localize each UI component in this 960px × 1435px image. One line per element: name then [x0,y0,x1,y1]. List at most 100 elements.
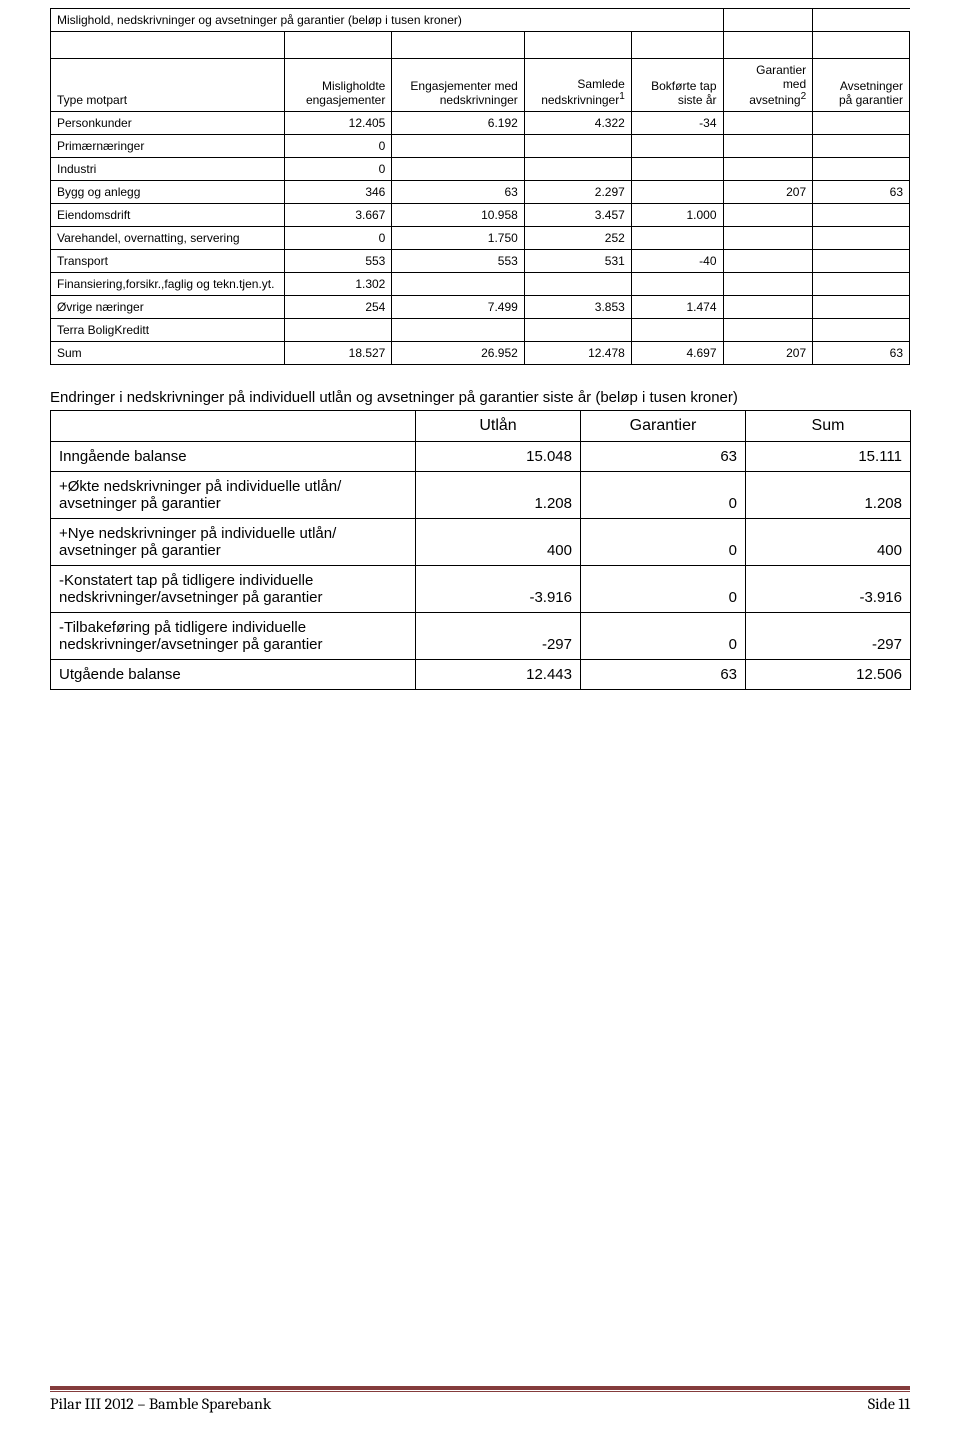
cell [524,135,631,158]
table1-title-row: Mislighold, nedskrivninger og avsetninge… [51,9,910,32]
cell: 254 [285,296,392,319]
col-misligholdte: Misligholdte engasjementer [285,59,392,112]
table-row: Terra BoligKreditt [51,319,910,342]
col-garantier: Garantier med avsetning2 [723,59,813,112]
cell [723,135,813,158]
cell: 12.478 [524,342,631,365]
cell: -297 [416,613,581,660]
cell: 26.952 [392,342,524,365]
row-label: Transport [51,250,285,273]
cell: 553 [285,250,392,273]
cell [524,158,631,181]
cell: 0 [581,519,746,566]
cell [723,112,813,135]
cell [723,273,813,296]
table-row: Transport553553531-40 [51,250,910,273]
cell [392,158,524,181]
t2-h-sum: Sum [746,411,911,442]
cell: 0 [581,566,746,613]
cell: 0 [285,227,392,250]
cell: 1.302 [285,273,392,296]
row-label: Personkunder [51,112,285,135]
row-label: +Økte nedskrivninger på individuelle utl… [51,472,416,519]
cell: 63 [581,660,746,690]
cell [813,273,910,296]
cell [524,273,631,296]
cell: 3.457 [524,204,631,227]
col-samlede: Samlede nedskrivninger1 [524,59,631,112]
cell: -40 [631,250,723,273]
cell: -34 [631,112,723,135]
cell [392,273,524,296]
table-row: -Tilbakeføring på tidligere individuelle… [51,613,911,660]
cell: -297 [746,613,911,660]
cell: 4.697 [631,342,723,365]
cell [285,319,392,342]
cell: 12.506 [746,660,911,690]
page-footer: Pilar III 2012 – Bamble Sparebank Side 1… [50,1386,910,1413]
table1-sum-row: Sum18.52726.95212.4784.69720763 [51,342,910,365]
cell: 7.499 [392,296,524,319]
cell: 1.208 [746,472,911,519]
table2-ut-row: Utgående balanse12.4436312.506 [51,660,911,690]
table-row: Bygg og anlegg346632.29720763 [51,181,910,204]
table-endringer: Utlån Garantier Sum Inngående balanse 15… [50,410,911,690]
row-label: Bygg og anlegg [51,181,285,204]
changes-heading: Endringer i nedskrivninger på individuel… [50,389,910,406]
cell: 0 [285,158,392,181]
cell [813,227,910,250]
cell: 63 [813,342,910,365]
row-label: Finansiering,forsikr.,faglig og tekn.tje… [51,273,285,296]
cell: 0 [581,472,746,519]
cell: 346 [285,181,392,204]
col-engasjementer: Engasjementer med nedskrivninger [392,59,524,112]
page: Mislighold, nedskrivninger og avsetninge… [0,0,960,1435]
cell [723,158,813,181]
cell [723,296,813,319]
table-mislighold: Mislighold, nedskrivninger og avsetninge… [50,8,910,365]
cell: 12.443 [416,660,581,690]
cell: 207 [723,181,813,204]
cell [631,227,723,250]
cell: 2.297 [524,181,631,204]
cell: 10.958 [392,204,524,227]
cell [723,204,813,227]
table-row: Primærnæringer0 [51,135,910,158]
cell: 3.667 [285,204,392,227]
footer-left: Pilar III 2012 – Bamble Sparebank [50,1395,271,1413]
cell [813,112,910,135]
col-avsetninger: Avsetninger på garantier [813,59,910,112]
table1-spacer [51,32,910,59]
col-bokforte: Bokførte tap siste år [631,59,723,112]
cell [813,250,910,273]
sum-label: Sum [51,342,285,365]
row-label: Primærnæringer [51,135,285,158]
t2-h-blank [51,411,416,442]
cell [723,250,813,273]
cell: 1.474 [631,296,723,319]
table-row: Varehandel, overnatting, servering01.750… [51,227,910,250]
cell: 207 [723,342,813,365]
cell [813,135,910,158]
table-row: -Konstatert tap på tidligere individuell… [51,566,911,613]
table-row: Øvrige næringer2547.4993.8531.474 [51,296,910,319]
cell [392,135,524,158]
t2-inn-v2: 15.111 [746,442,911,472]
t2-inn-v0: 15.048 [416,442,581,472]
row-label: +Nye nedskrivninger på individuelle utlå… [51,519,416,566]
cell: -3.916 [746,566,911,613]
cell: 252 [524,227,631,250]
table1-title: Mislighold, nedskrivninger og avsetninge… [51,9,632,32]
cell: 0 [581,613,746,660]
cell: 1.000 [631,204,723,227]
cell: 6.192 [392,112,524,135]
footer-right: Side 11 [868,1395,910,1413]
cell: 1.750 [392,227,524,250]
row-label: Varehandel, overnatting, servering [51,227,285,250]
cell: 400 [416,519,581,566]
cell: 3.853 [524,296,631,319]
cell [813,296,910,319]
cell [631,319,723,342]
row-label: -Konstatert tap på tidligere individuell… [51,566,416,613]
cell [723,319,813,342]
